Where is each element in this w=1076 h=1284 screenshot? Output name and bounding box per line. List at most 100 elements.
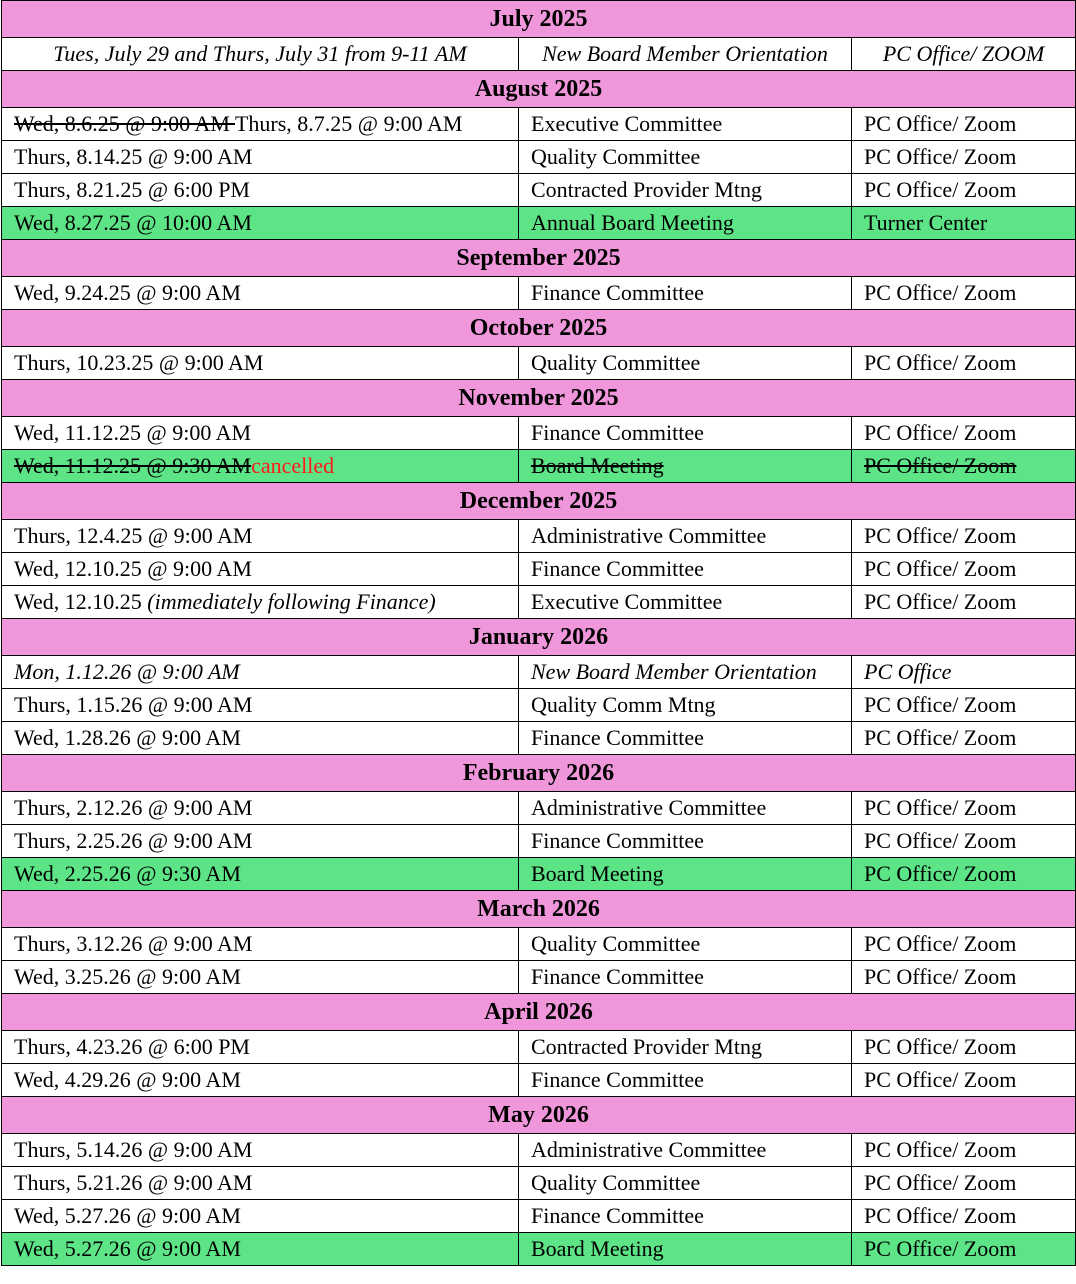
meeting-event: Finance Committee [531, 556, 704, 581]
meeting-location: PC Office/ Zoom [864, 1067, 1017, 1092]
meeting-date-cell: Thurs, 8.14.25 @ 9:00 AM [1, 140, 519, 174]
meeting-location-cell: PC Office/ Zoom [850, 1133, 1076, 1167]
meeting-event-cell: Administrative Committee [518, 791, 852, 825]
meeting-event-cell: Board Meeting [518, 449, 852, 483]
meeting-date-cell: Thurs, 2.12.26 @ 9:00 AM [1, 791, 519, 825]
meeting-location: PC Office/ Zoom [864, 1236, 1017, 1261]
month-header-row: January 2026 [0, 618, 1076, 656]
meeting-event-cell: New Board Member Orientation [518, 655, 852, 689]
meeting-date: Thurs, 4.23.26 @ 6:00 PM [14, 1034, 250, 1059]
meeting-event-cell: Quality Committee [518, 927, 852, 961]
meeting-date-cell: Thurs, 1.15.26 @ 9:00 AM [1, 688, 519, 722]
meeting-row: Wed, 3.25.26 @ 9:00 AM Finance Committee P… [1, 960, 1076, 994]
meeting-date-cell: Wed, 2.25.26 @ 9:30 AM [1, 857, 519, 891]
meeting-location-cell: PC Office/ Zoom [850, 1166, 1076, 1200]
meeting-date-cell: Mon, 1.12.26 @ 9:00 AM [1, 655, 519, 689]
meeting-location-cell: PC Office/ Zoom [850, 346, 1076, 380]
meeting-event: Quality Committee [531, 1170, 701, 1195]
meeting-row: Wed, 11.12.25 @ 9:30 AMcancelled Board Me… [1, 449, 1076, 483]
meeting-location-cell: PC Office/ Zoom [850, 140, 1076, 174]
meeting-location: Turner Center [864, 210, 988, 235]
meeting-event: Administrative Committee [531, 1137, 767, 1162]
meeting-location: PC Office/ Zoom [864, 1203, 1017, 1228]
meeting-location-cell: PC Office/ Zoom [850, 519, 1076, 553]
month-header-row: April 2026 [0, 993, 1076, 1031]
meeting-location-cell: PC Office/ Zoom [850, 927, 1076, 961]
meeting-event-cell: Board Meeting [518, 857, 852, 891]
meeting-location-cell: Turner Center [850, 206, 1076, 240]
meeting-row: Wed, 8.6.25 @ 9:00 AM Thurs, 8.7.25 @ 9:… [1, 107, 1076, 141]
month-header: March 2026 [0, 890, 1076, 928]
meeting-event: Finance Committee [531, 280, 704, 305]
meeting-event: Quality Committee [531, 350, 701, 375]
meeting-location-cell: PC Office/ Zoom [850, 721, 1076, 755]
meeting-date-cell: Thurs, 5.21.26 @ 9:00 AM [1, 1166, 519, 1200]
meeting-location-cell: PC Office/ Zoom [850, 1030, 1076, 1064]
meeting-event-cell: Contracted Provider Mtng [518, 173, 852, 207]
meeting-event: Finance Committee [531, 964, 704, 989]
meeting-location-cell: PC Office/ Zoom [850, 857, 1076, 891]
meeting-date: Thurs, 3.12.26 @ 9:00 AM [14, 931, 253, 956]
meeting-location-cell: PC Office/ Zoom [850, 824, 1076, 858]
meeting-date: Mon, 1.12.26 @ 9:00 AM [14, 659, 240, 684]
meeting-event: Board Meeting [531, 453, 664, 478]
month-header: November 2025 [0, 379, 1076, 417]
meeting-event-cell: Finance Committee [518, 552, 852, 586]
meeting-location: PC Office/ Zoom [864, 177, 1017, 202]
meeting-location: PC Office [864, 659, 952, 684]
meeting-event: New Board Member Orientation [542, 41, 828, 66]
meeting-location-cell: PC Office/ Zoom [850, 960, 1076, 994]
meeting-event-cell: Finance Committee [518, 276, 852, 310]
meeting-row: Wed, 9.24.25 @ 9:00 AM Finance Committee P… [1, 276, 1076, 310]
meeting-date-cell: Thurs, 2.25.26 @ 9:00 AM [1, 824, 519, 858]
date-note: (immediately following Finance) [147, 589, 436, 614]
meeting-location-cell: PC Office [850, 655, 1076, 689]
meeting-date-cell: Wed, 8.6.25 @ 9:00 AM Thurs, 8.7.25 @ 9:… [1, 107, 519, 141]
meeting-date-cell: Wed, 11.12.25 @ 9:30 AMcancelled [1, 449, 519, 483]
meeting-location-cell: PC Office/ Zoom [850, 1199, 1076, 1233]
meeting-event-cell: Board Meeting [518, 1232, 852, 1266]
meeting-date: Wed, 5.27.26 @ 9:00 AM [14, 1203, 241, 1228]
meeting-date-cell: Wed, 1.28.26 @ 9:00 AM [1, 721, 519, 755]
meeting-row: Thurs, 5.21.26 @ 9:00 AM Quality Committe… [1, 1166, 1076, 1200]
meeting-location: PC Office/ Zoom [864, 589, 1017, 614]
meeting-row: Thurs, 12.4.25 @ 9:00 AM Administrative C… [1, 519, 1076, 553]
meeting-location: PC Office/ Zoom [864, 861, 1017, 886]
month-header: April 2026 [0, 993, 1076, 1031]
meeting-date: Thurs, 8.14.25 @ 9:00 AM [14, 144, 253, 169]
month-header-row: March 2026 [0, 890, 1076, 928]
meeting-location: PC Office/ Zoom [864, 964, 1017, 989]
meeting-row: Wed, 5.27.26 @ 9:00 AM Board Meeting PC Of… [1, 1232, 1076, 1266]
month-header: October 2025 [0, 309, 1076, 347]
meeting-location-cell: PC Office/ Zoom [850, 173, 1076, 207]
meeting-date-cell: Wed, 8.27.25 @ 10:00 AM [1, 206, 519, 240]
meeting-date: Wed, 5.27.26 @ 9:00 AM [14, 1236, 241, 1261]
meeting-location: PC Office/ Zoom [864, 556, 1017, 581]
meeting-row: Wed, 1.28.26 @ 9:00 AM Finance Committee P… [1, 721, 1076, 755]
meeting-location: PC Office/ Zoom [864, 931, 1017, 956]
meeting-location-cell: PC Office/ Zoom [850, 1232, 1076, 1266]
meeting-date-cell: Thurs, 4.23.26 @ 6:00 PM [1, 1030, 519, 1064]
meeting-location: PC Office/ Zoom [864, 725, 1017, 750]
meeting-location: PC Office/ Zoom [864, 1170, 1017, 1195]
meeting-location: PC Office/ Zoom [864, 828, 1017, 853]
meeting-date: Thurs, 12.4.25 @ 9:00 AM [14, 523, 253, 548]
month-header: July 2025 [0, 0, 1076, 38]
month-header: December 2025 [0, 482, 1076, 520]
meeting-event: Finance Committee [531, 1067, 704, 1092]
meeting-row: Wed, 2.25.26 @ 9:30 AM Board Meeting PC Of… [1, 857, 1076, 891]
meeting-row: Wed, 12.10.25 @ 9:00 AM Finance Committee… [1, 552, 1076, 586]
meeting-date-cell: Thurs, 10.23.25 @ 9:00 AM [1, 346, 519, 380]
meeting-event: Quality Committee [531, 144, 701, 169]
meeting-date: Wed, 4.29.26 @ 9:00 AM [14, 1067, 241, 1092]
meeting-date: Thurs, 2.25.26 @ 9:00 AM [14, 828, 253, 853]
meeting-event: Executive Committee [531, 111, 723, 136]
month-header-row: May 2026 [0, 1096, 1076, 1134]
meeting-date-cell: Wed, 5.27.26 @ 9:00 AM [1, 1199, 519, 1233]
meeting-event-cell: Finance Committee [518, 1199, 852, 1233]
meeting-location: PC Office/ Zoom [864, 280, 1017, 305]
meeting-row: Tues, July 29 and Thurs, July 31 from 9-… [1, 37, 1076, 71]
meeting-event: Quality Comm Mtng [531, 692, 716, 717]
month-header-row: November 2025 [0, 379, 1076, 417]
